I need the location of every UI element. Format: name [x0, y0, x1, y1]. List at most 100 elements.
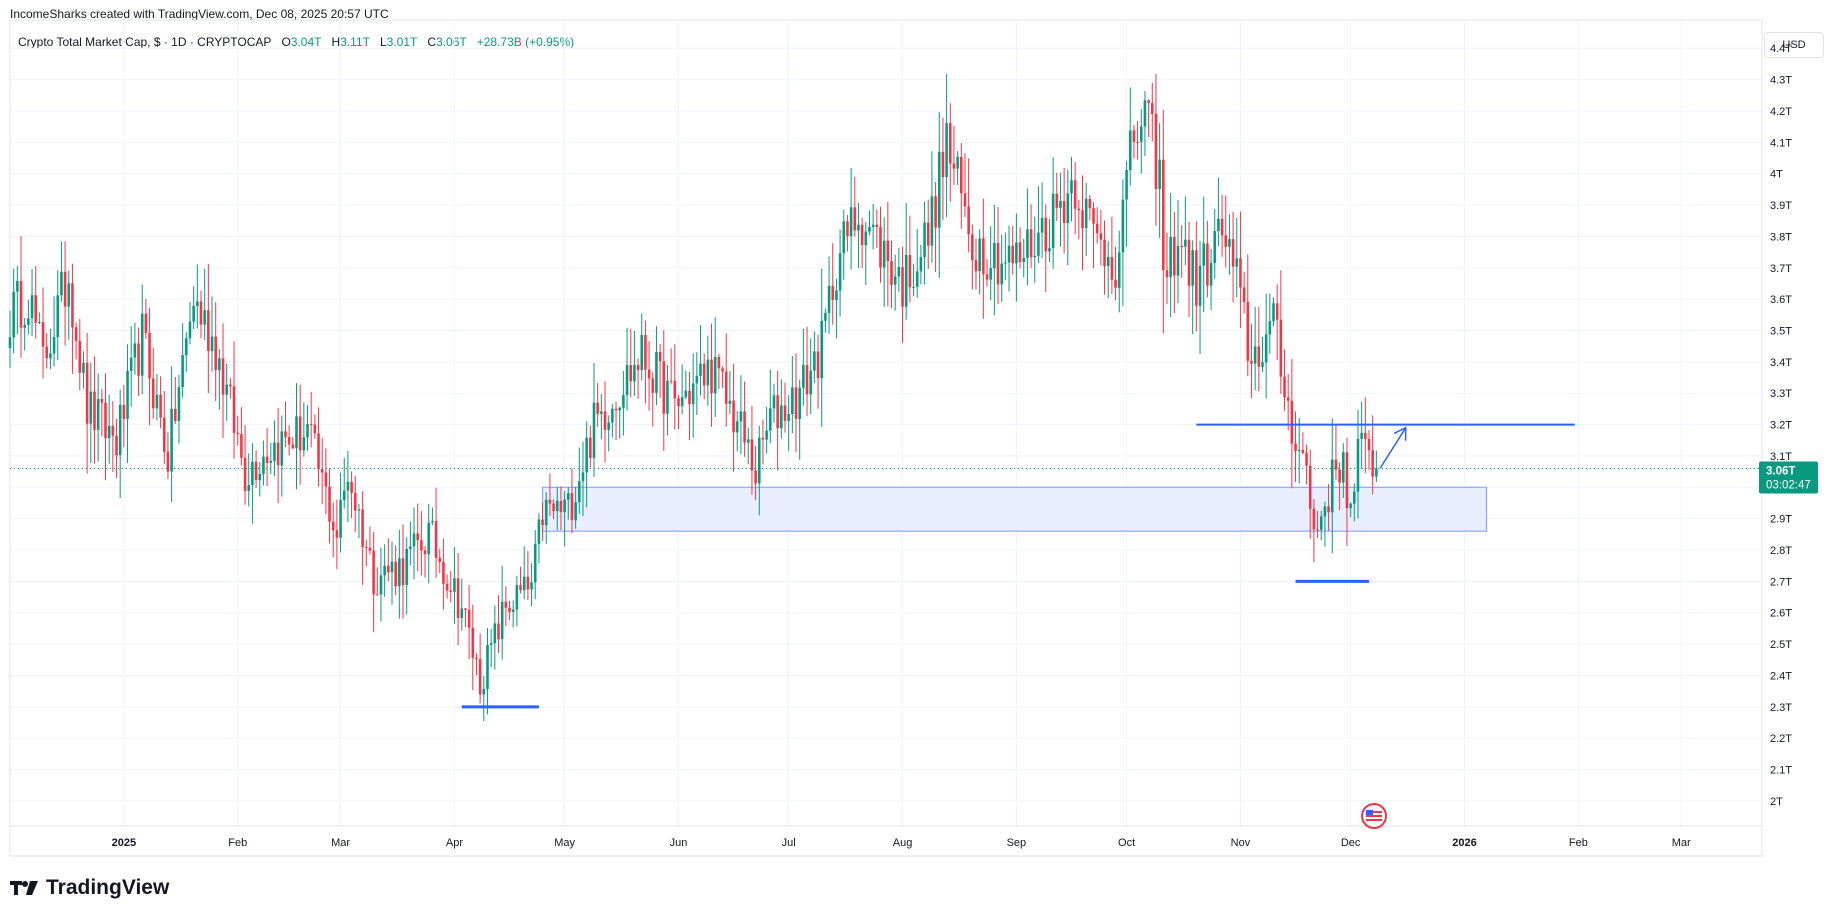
tradingview-logo-text: TradingView [46, 876, 170, 899]
symbol-name: Crypto Total Market Cap, $ · 1D · CRYPTO… [18, 35, 272, 49]
candle-body [1349, 503, 1352, 509]
candle-body [1312, 508, 1316, 530]
candle-body [394, 561, 397, 587]
candle-body [460, 608, 464, 618]
chart-pane-border [9, 19, 1763, 857]
candles-series [8, 73, 1378, 722]
candle-body [52, 337, 56, 354]
candle-body [1209, 262, 1213, 286]
candle-body [853, 207, 857, 231]
candle-body [353, 492, 357, 511]
candle-body [754, 470, 757, 484]
candle-body [280, 431, 284, 466]
candle-body [1132, 130, 1136, 142]
tradingview-logo[interactable]: TradingView [10, 876, 169, 900]
candle-body [93, 391, 96, 430]
candle-body [967, 206, 970, 235]
candle-body [706, 359, 710, 386]
candle-body [871, 224, 875, 227]
time-axis-label: Jun [670, 837, 688, 849]
time-axis-label: Oct [1118, 837, 1135, 849]
candle-body [684, 390, 688, 398]
candle-body [1283, 376, 1286, 398]
candle-body [1173, 236, 1176, 276]
candle-body [890, 261, 893, 285]
candle-body [915, 271, 919, 287]
candle-body [1341, 452, 1345, 483]
candle-body [1162, 159, 1165, 271]
candle-body [471, 627, 475, 658]
candle-body [449, 590, 453, 592]
candle-body [364, 547, 368, 549]
candle-body [721, 368, 724, 372]
candle-body [1268, 321, 1272, 335]
candle-body [379, 575, 383, 595]
candle-body [181, 355, 184, 388]
candle-body [173, 408, 177, 421]
candle-body [118, 404, 122, 456]
price-axis-label: 3.5T [1770, 325, 1792, 337]
us-flag-event-icon[interactable] [1361, 803, 1387, 829]
candle-body [1375, 468, 1378, 477]
candle-body [464, 608, 467, 610]
candle-body [567, 493, 570, 500]
candle-body [658, 351, 662, 362]
candle-body [1334, 459, 1338, 470]
candle-body [115, 435, 118, 456]
candle-body [886, 240, 890, 262]
candle-body [1180, 245, 1183, 247]
chart-attribution: IncomeSharks created with TradingView.co… [10, 7, 389, 21]
candle-body [746, 439, 750, 443]
candle-body [750, 439, 754, 471]
candle-body [1191, 250, 1194, 286]
currency-button[interactable]: USD [1764, 32, 1824, 58]
candle-body [739, 411, 743, 422]
candle-body [467, 609, 471, 628]
candle-body [1330, 459, 1334, 513]
candle-body [802, 364, 805, 388]
candle-body [544, 499, 548, 525]
candle-body [346, 481, 350, 491]
price-axis-label: 3.4T [1770, 357, 1792, 369]
candle-body [923, 222, 926, 258]
candle-body [1253, 346, 1257, 364]
candle-body [298, 416, 302, 451]
price-axis-label: 3.7T [1770, 263, 1792, 275]
candle-body [1125, 170, 1128, 200]
candle-body [611, 408, 614, 423]
candle-body [761, 437, 765, 440]
candle-body [1367, 438, 1371, 451]
candle-body [445, 583, 449, 591]
candle-body [680, 397, 684, 407]
candle-body [412, 533, 416, 547]
price-axis-label: 4.1T [1770, 137, 1792, 149]
candle-body [188, 321, 192, 339]
candle-body [985, 274, 989, 280]
candle-body [717, 356, 721, 369]
time-axis-label: Dec [1341, 837, 1361, 849]
candle-body [309, 424, 313, 426]
candle-body [368, 547, 372, 551]
candle-body [357, 509, 361, 511]
candle-body [765, 430, 768, 440]
candle-body [30, 295, 34, 319]
candle-body [438, 557, 442, 562]
candle-body [71, 283, 74, 328]
candle-body [537, 519, 541, 544]
candle-body [126, 371, 129, 420]
candle-body [868, 226, 871, 232]
time-axis-label: 2025 [112, 837, 136, 849]
symbol-legend[interactable]: Crypto Total Market Cap, $ · 1D · CRYPTO… [18, 35, 574, 49]
price-axis-label: 2T [1770, 796, 1783, 808]
candle-body [710, 359, 713, 394]
candle-body [89, 391, 93, 424]
candle-body [695, 375, 699, 384]
candle-body [735, 421, 739, 433]
candle-body [107, 425, 111, 439]
candle-body [320, 469, 324, 473]
candle-body [1084, 198, 1088, 229]
candle-body [74, 327, 78, 341]
candle-body [816, 351, 820, 378]
candle-body [166, 451, 170, 472]
